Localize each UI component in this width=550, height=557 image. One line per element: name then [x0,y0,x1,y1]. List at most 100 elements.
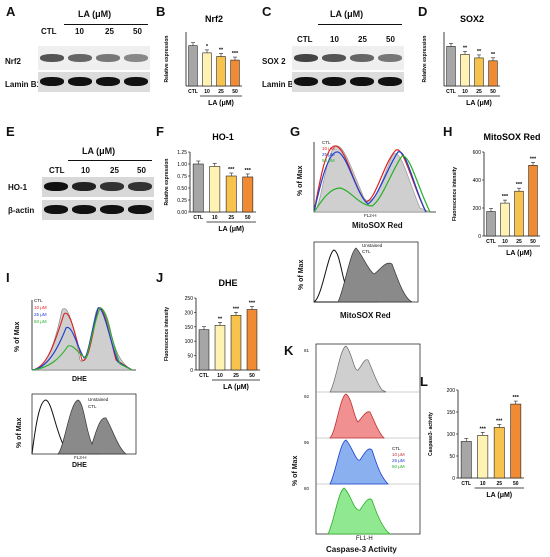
flow-i-bottom-ylabel: % of Max [16,417,23,448]
chart-b-significance: ** [219,47,224,53]
chart-f-ytick-label: 0.25 [177,198,187,204]
blot-a-lane-50: 50 [133,27,142,36]
bar-chart-d: SOX2 Relative expression CTL ** 10 ** 25 ** 50 LA… [422,14,500,107]
flow-g-top-ylabel: % of Max [297,165,304,196]
blot-c-lane-25: 25 [358,35,367,44]
chart-l-ytick-label: 0 [452,476,455,482]
blot-e-lane-50: 50 [137,166,146,175]
chart-d-title: SOX2 [460,14,484,24]
chart-f-bar [242,176,254,213]
flow-k-ylabel: % of Max [292,455,299,486]
blot-a-header-line [64,24,148,25]
chart-h-ytick-label: 200 [473,206,482,212]
flow-g-top-axis: FL2-H [364,213,377,218]
chart-l-bar [493,427,505,479]
panel-label-e: E [6,124,15,139]
chart-l-ytick-label: 50 [449,454,455,460]
chart-f-ytick-label: 0.75 [177,174,187,180]
blot-e-band [72,182,96,191]
chart-b-category-label: CTL [188,89,198,95]
chart-f-ytick-label: 1.25 [177,150,187,156]
blot-e-band [44,182,68,191]
chart-h-title: MitoSOX Red [483,132,540,142]
chart-h-xlabel: LA (μM) [506,250,532,257]
chart-b-bar [230,59,240,87]
blot-c-lane-10: 10 [330,35,339,44]
chart-b-significance: *** [232,51,239,57]
bar-chart-f: HO-1 0.00 0.25 0.50 0.75 1.00 1.25 Relative exp… [164,132,256,233]
blot-e-band [128,205,152,214]
blot-c-header-line [318,24,402,25]
chart-d-bar [488,60,498,87]
chart-h-ytick-label: 0 [478,234,481,240]
blot-a-header: LA (μM) [78,9,112,19]
chart-d-category-label: 25 [476,89,482,95]
chart-l-significance: *** [480,426,487,432]
chart-h-category-label: CTL [486,239,496,245]
blot-c-band [322,54,346,62]
chart-d-significance: ** [463,45,468,51]
chart-l-category-label: 25 [496,481,502,487]
chart-f-bar [192,163,204,213]
blot-a-band [40,54,64,62]
blot-a-lamin-strip [38,72,150,92]
flow-k-legend-10: 10 μM [392,452,405,457]
blot-a-band [40,77,64,86]
chart-h-ylabel: Fluorescence intensity [452,167,458,221]
chart-h-bar [528,164,538,237]
blot-e-lane-ctl: CTL [49,166,65,175]
chart-j-ytick-label: 150 [185,325,194,331]
chart-b-bar [202,52,212,87]
chart-b-category-label: 25 [218,89,224,95]
blot-c-band [294,77,318,86]
chart-f-category-label: 25 [228,215,234,221]
blot-a-band [68,54,92,62]
chart-h-category-label: 25 [516,239,522,245]
chart-f-significance: *** [228,167,235,173]
chart-h-bar [514,190,524,237]
chart-b-bar [216,56,226,87]
blot-e-actin-strip [42,200,154,220]
blot-a-band [96,54,120,62]
chart-j-bar [214,325,226,371]
flow-g-legend-50: 50 μM [322,158,335,163]
flow-g-bottom-plot [313,241,419,303]
blot-a-band [124,54,148,62]
flow-i-legend-unstained: Unstained [88,397,109,402]
chart-l-ylabel: Caspase3- activity [428,412,434,456]
chart-j-ytick-label: 100 [185,339,194,345]
bar-chart-b: Nrf2 Relative expression CTL * 10 ** 25 *** 50 LA… [164,14,242,107]
chart-d-category-label: 50 [490,89,496,95]
bar-chart-h: MitoSOX Red 0 200 400 600 Fluorescence intens… [452,132,541,257]
chart-l-bar [460,441,472,479]
chart-l-bar [477,435,489,479]
panel-label-d: D [418,4,428,19]
flow-k-legend-50: 50 μM [392,464,405,469]
chart-l-significance: *** [513,395,520,401]
blot-e-lane-10: 10 [81,166,90,175]
blot-a-row-nrf2: Nrf2 [5,57,22,66]
panel-label-c: C [262,4,272,19]
blot-a-lane-10: 10 [75,27,84,36]
blot-e-band [72,205,96,214]
chart-l-category-label: CTL [461,481,471,487]
blot-e-lane-25: 25 [110,166,119,175]
flow-i-top-xlabel: DHE [72,376,87,383]
flow-k-legend-ctl: CTL [392,446,401,451]
blot-e-row-actin: β-actin [8,206,35,215]
flow-g-legend-unstained: Unstained [362,243,383,248]
flow-k-xlabel: Caspase-3 Activity [326,545,397,554]
chart-j-category-label: 25 [233,373,239,379]
flow-i-legend-ctl: CTL [34,298,43,303]
blot-a-band [68,77,92,86]
chart-j-significance: *** [249,301,256,307]
chart-l-category-label: 50 [513,481,519,487]
chart-f-category-label: CTL [193,215,203,221]
panel-label-i: I [6,270,10,285]
chart-l-ytick-label: 200 [447,388,456,394]
blot-c-row-sox2: SOX 2 [262,57,286,66]
chart-j-ytick-label: 0 [190,368,193,374]
flow-g-bottom-xlabel: MitoSOX Red [340,311,391,320]
flow-g-legend-25: 25 μM [322,152,335,157]
flow-g-legend-ctl: CTL [322,140,331,145]
